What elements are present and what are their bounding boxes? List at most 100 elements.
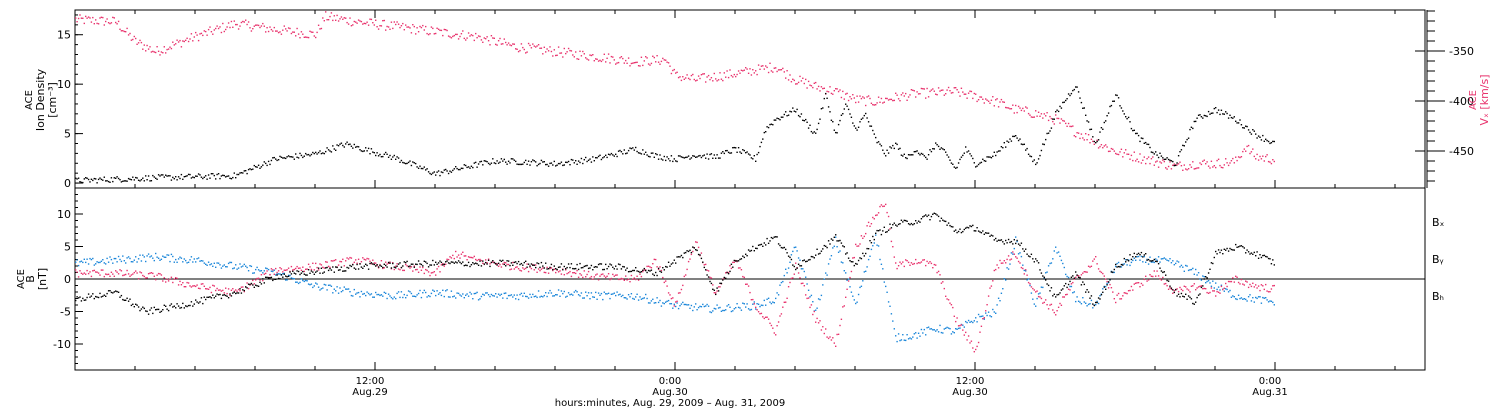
bx-point	[830, 238, 833, 240]
bz-point	[1176, 288, 1178, 290]
by-point	[1250, 300, 1253, 302]
density-point	[1206, 115, 1208, 118]
density-point	[416, 166, 418, 168]
bz-point	[266, 270, 268, 272]
bz-point	[937, 270, 940, 273]
bz-point	[435, 274, 437, 276]
bx-point	[656, 274, 658, 277]
by-point	[973, 320, 975, 322]
by-point	[1270, 300, 1273, 302]
bx-point	[519, 263, 521, 266]
by-point	[1269, 300, 1271, 302]
vx-point	[330, 12, 333, 14]
bz-point	[993, 269, 995, 272]
vx-point	[117, 20, 120, 23]
density-point	[637, 152, 640, 154]
vx-point	[496, 44, 498, 46]
by-point	[1003, 278, 1005, 280]
vx-point	[897, 98, 900, 100]
bz-point	[1202, 288, 1204, 290]
vx-point	[607, 53, 610, 55]
bx-point	[1086, 289, 1088, 291]
vx-point	[770, 70, 773, 72]
by-point	[935, 330, 937, 332]
density-point	[1020, 143, 1023, 145]
density-point	[883, 152, 885, 155]
by-point	[1075, 300, 1077, 303]
by-point	[776, 292, 778, 294]
by-point	[1135, 259, 1137, 261]
bx-point	[329, 267, 331, 270]
by-point	[1140, 255, 1143, 258]
bz-point	[175, 277, 177, 279]
vx-point	[937, 87, 940, 89]
by-point	[237, 267, 240, 269]
density-point	[193, 176, 195, 179]
bx-point	[202, 302, 204, 305]
bx-point	[632, 269, 634, 272]
density-point	[1270, 142, 1273, 144]
by-point	[953, 332, 955, 334]
vx-point	[89, 17, 91, 19]
vx-point	[1127, 153, 1130, 155]
density-point	[840, 114, 843, 116]
density-point	[576, 163, 578, 165]
bz-point	[1127, 290, 1130, 292]
bx-point	[719, 282, 721, 284]
bx-point	[986, 232, 988, 234]
bx-point	[799, 265, 801, 267]
bz-point	[1046, 304, 1048, 306]
by-point	[262, 272, 264, 274]
bz-point	[417, 271, 420, 273]
vx-point	[463, 37, 465, 40]
by-point	[1136, 256, 1138, 258]
density-point	[336, 144, 338, 146]
bz-point	[1039, 296, 1041, 298]
bx-point	[542, 265, 544, 267]
density-point	[819, 118, 821, 120]
by-point	[736, 303, 738, 305]
bz-point	[1159, 277, 1161, 280]
by-point	[85, 261, 87, 264]
bx-point	[947, 222, 950, 224]
bz-point	[1205, 288, 1207, 290]
bz-point	[753, 303, 755, 305]
bz-point	[890, 240, 893, 243]
vx-point	[660, 60, 663, 63]
vx-point	[623, 62, 625, 64]
bx-point	[312, 271, 314, 273]
by-point	[969, 321, 971, 323]
density-point	[792, 107, 794, 109]
vx-point	[775, 67, 777, 69]
bz-point	[907, 261, 910, 264]
bx-point	[677, 256, 680, 258]
bz-point	[553, 268, 555, 270]
bz-point	[800, 282, 803, 285]
density-point	[593, 160, 595, 162]
bx-point	[163, 304, 165, 306]
vx-point	[329, 15, 331, 18]
bx-point	[539, 266, 541, 269]
bx-point	[1033, 261, 1035, 263]
vx-point	[1170, 168, 1173, 170]
by-point	[723, 309, 725, 312]
bx-point	[415, 263, 417, 265]
density-point	[775, 119, 777, 121]
bz-point	[1203, 287, 1205, 290]
density-point	[419, 165, 421, 167]
bx-point	[753, 250, 755, 252]
bz-point	[463, 255, 465, 257]
bx-point	[245, 286, 247, 288]
density-point	[1083, 107, 1085, 109]
vx-point	[157, 50, 160, 52]
vx-point	[489, 44, 491, 46]
vx-point	[486, 36, 488, 38]
bx-point	[416, 263, 418, 266]
density-point	[826, 97, 828, 99]
bx-point	[647, 269, 650, 272]
density-point	[87, 178, 90, 181]
bx-point	[1247, 251, 1250, 253]
vx-point	[919, 93, 921, 95]
density-point	[1086, 120, 1088, 122]
bz-point	[593, 276, 595, 278]
